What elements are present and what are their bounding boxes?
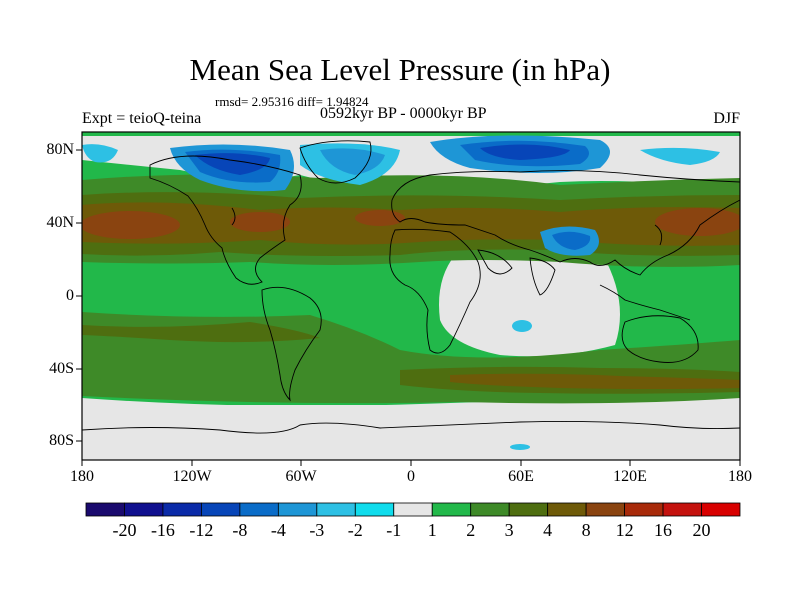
colorbar-box-13 [585,502,625,517]
lon-label-180w: 180 [70,468,94,485]
colorbar-box-2 [162,502,202,517]
stats-text: rmsd= 2.95316 diff= 1.94824 [215,94,369,109]
colorbar-label: 20 [692,520,711,540]
lat-label-40s: 40S [49,360,74,377]
map-title: Mean Sea Level Pressure (in hPa) [189,52,611,87]
colorbar-box-1 [124,502,164,517]
colorbar-label: 4 [543,520,553,540]
lat-label-80n: 80N [46,141,74,158]
colorbar-label: -12 [189,520,214,540]
lon-label-0: 0 [407,468,415,485]
colorbar-label: 16 [654,520,673,540]
colorbar-box-15 [662,502,702,517]
lon-label-60w: 60W [285,468,317,485]
lon-label-120e: 120E [613,468,647,485]
colorbar-label: -3 [309,520,325,540]
colorbar-box-8 [393,502,433,517]
colorbar-label: 3 [504,520,514,540]
lon-label-60e: 60E [508,468,534,485]
colorbar-box-11 [508,502,549,517]
colorbar-box-6 [316,502,356,517]
colorbar-box-0 [85,502,125,517]
lat-label-40n: 40N [46,214,74,231]
colorbar-box-4 [239,502,279,517]
colorbar-label: 12 [615,520,634,540]
colorbar-box-12 [547,502,587,517]
colorbar-label: -16 [150,520,175,540]
colorbar-label: 2 [466,520,476,540]
colorbar-box-5 [277,502,318,517]
colorbar-label: 8 [581,520,591,540]
colorbar-label: -8 [232,520,248,540]
lon-label-120w: 120W [172,468,212,485]
lon-label-180e: 180 [728,468,752,485]
colorbar-box-10 [470,502,510,517]
colorbar-label: -1 [386,520,402,540]
period-label: 0592kyr BP - 0000kyr BP [320,105,487,122]
colorbar-label: -4 [270,520,286,540]
experiment-label: Expt = teioQ-teina [82,110,202,127]
colorbar-label: 1 [427,520,437,540]
colorbar-box-9 [431,502,472,517]
colorbar-label: -2 [347,520,363,540]
lat-label-80s: 80S [49,432,74,449]
map-field [82,132,740,460]
colorbar-box-3 [201,502,241,517]
season-label: DJF [713,110,740,127]
colorbar-box-16 [701,502,741,517]
colorbar-box-14 [624,502,664,517]
colorbar [85,502,741,517]
lat-label-0: 0 [66,287,74,304]
axis-ticks [76,149,741,466]
colorbar-box-7 [354,502,395,517]
coastlines [82,140,740,434]
colorbar-label: -20 [112,520,137,540]
